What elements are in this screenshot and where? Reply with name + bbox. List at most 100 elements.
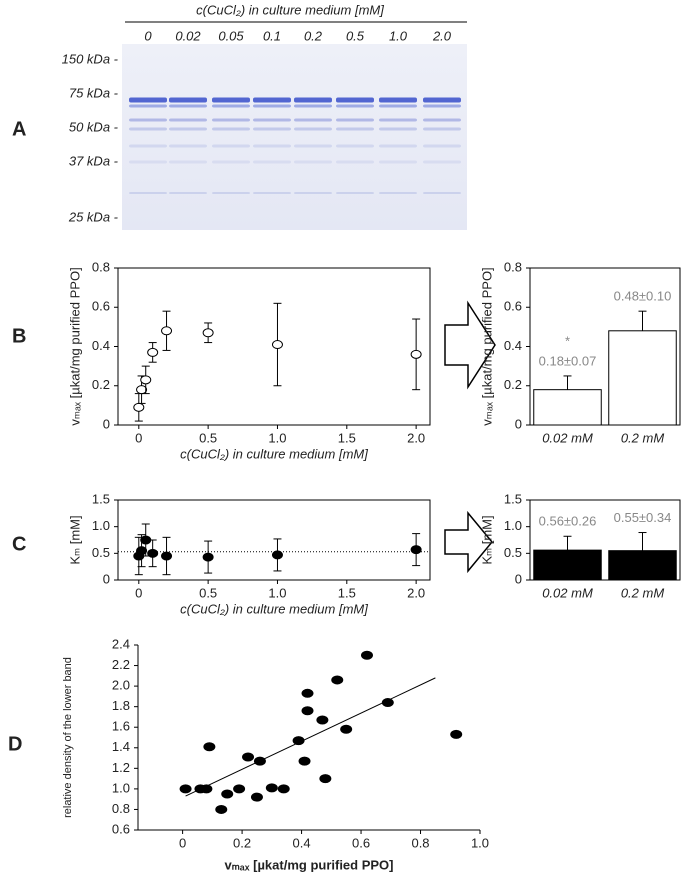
x-tick-label: 1.5: [338, 430, 356, 445]
y-tick-label: 0.2: [504, 377, 522, 392]
gel-band: [129, 104, 167, 108]
y-tick-label: 1.0: [112, 780, 130, 795]
gel-band: [423, 192, 461, 194]
point: [301, 688, 314, 698]
x-tick-label: 2.0: [407, 585, 425, 600]
y-tick-label: 0: [515, 571, 522, 586]
y-tick-label: 1.0: [92, 518, 110, 533]
point: [410, 349, 422, 359]
gel-band: [253, 144, 291, 148]
x-tick-label: 0: [135, 585, 142, 600]
gel-band: [169, 97, 207, 103]
y-tick-label: 2.0: [112, 678, 130, 693]
gel-band: [294, 192, 332, 194]
x-tick-label: 0.2 mM: [621, 585, 665, 600]
gel-band: [212, 127, 250, 131]
gel-band: [294, 97, 332, 103]
arrow: [444, 300, 496, 390]
gel-band: [336, 144, 374, 148]
y-tick-label: 0.8: [92, 259, 110, 274]
value-label: 0.55±0.34: [614, 510, 672, 525]
lane-label: 0: [144, 28, 152, 43]
y-tick-label: 0.5: [92, 545, 110, 560]
gel-band: [212, 118, 250, 122]
gel-band: [294, 104, 332, 108]
lane-label: 0.5: [346, 28, 365, 43]
gel-band: [336, 192, 374, 194]
x-tick-label: 1.0: [471, 835, 489, 850]
point: [331, 675, 344, 685]
gel-band: [253, 97, 291, 103]
point: [179, 784, 192, 794]
y-tick-label: 1.2: [112, 760, 130, 775]
x-tick-label: 1.5: [338, 585, 356, 600]
point: [136, 546, 148, 556]
y-axis-label: Kₘ [mM]: [479, 515, 494, 564]
point: [161, 326, 173, 336]
gel-band: [379, 192, 417, 194]
panel-label: A: [12, 118, 26, 140]
y-tick-label: 0: [103, 416, 110, 431]
arrow: [444, 510, 493, 574]
y-tick-label: 0.6: [504, 299, 522, 314]
gel-band: [169, 127, 207, 131]
x-tick-label: 0.5: [199, 585, 217, 600]
gel-band: [253, 127, 291, 131]
marker-label: 37 kDa -: [69, 153, 119, 168]
plot-frame: [529, 499, 681, 581]
lane-label: 0.2: [304, 28, 323, 43]
lane-label: 1.0: [389, 28, 408, 43]
y-tick-label: 1.6: [112, 719, 130, 734]
gel-band: [379, 144, 417, 148]
y-tick-label: 0: [515, 416, 522, 431]
x-tick-label: 0.4: [293, 835, 311, 850]
gel-band: [129, 192, 167, 194]
panel-label: C: [12, 533, 26, 555]
gel-band: [379, 118, 417, 122]
gel-band: [253, 104, 291, 108]
gel-image: [122, 44, 467, 230]
x-tick-label: 1.0: [268, 430, 286, 445]
gel-band: [379, 97, 417, 103]
point: [202, 328, 214, 338]
point: [147, 548, 159, 558]
marker-label: 150 kDa -: [62, 51, 119, 66]
x-tick-label: 0.8: [411, 835, 429, 850]
y-tick-label: 0.6: [92, 299, 110, 314]
x-tick-label: 0.2: [233, 835, 251, 850]
value-label: 0.48±0.10: [614, 289, 672, 304]
point: [316, 715, 329, 725]
x-axis-label: vₘₐₓ [µkat/mg purified PPO]: [225, 857, 394, 872]
x-axis-label: c(CuCl₂) in culture medium [mM]: [180, 601, 368, 616]
y-tick-label: 0.4: [92, 338, 110, 353]
point: [381, 698, 394, 708]
panel-label: B: [12, 325, 26, 347]
gel-band: [253, 160, 291, 164]
point: [136, 385, 148, 395]
annotation: *: [565, 333, 570, 348]
fit-line: [185, 677, 436, 797]
y-tick-label: 0.8: [112, 801, 130, 816]
x-tick-label: 0.2 mM: [621, 430, 665, 445]
x-tick-label: 2.0: [407, 430, 425, 445]
gel-band: [336, 97, 374, 103]
point: [200, 784, 213, 794]
gel-band: [212, 160, 250, 164]
gel-band: [336, 104, 374, 108]
point: [450, 729, 463, 739]
y-tick-label: 1.5: [92, 491, 110, 506]
y-tick-label: 2.4: [112, 636, 130, 651]
y-tick-label: 1.4: [112, 739, 130, 754]
gel-band: [379, 127, 417, 131]
x-tick-label: 0.5: [199, 430, 217, 445]
y-tick-label: 2.2: [112, 657, 130, 672]
gel-band: [294, 160, 332, 164]
gel-band: [423, 144, 461, 148]
gel-band: [129, 144, 167, 148]
y-tick-label: 1.5: [504, 491, 522, 506]
y-axis-label: relative density of the lower band: [62, 657, 74, 818]
lane-label: 2.0: [432, 28, 452, 43]
y-tick-label: 0.2: [92, 377, 110, 392]
gel-band: [336, 118, 374, 122]
point: [221, 789, 234, 799]
